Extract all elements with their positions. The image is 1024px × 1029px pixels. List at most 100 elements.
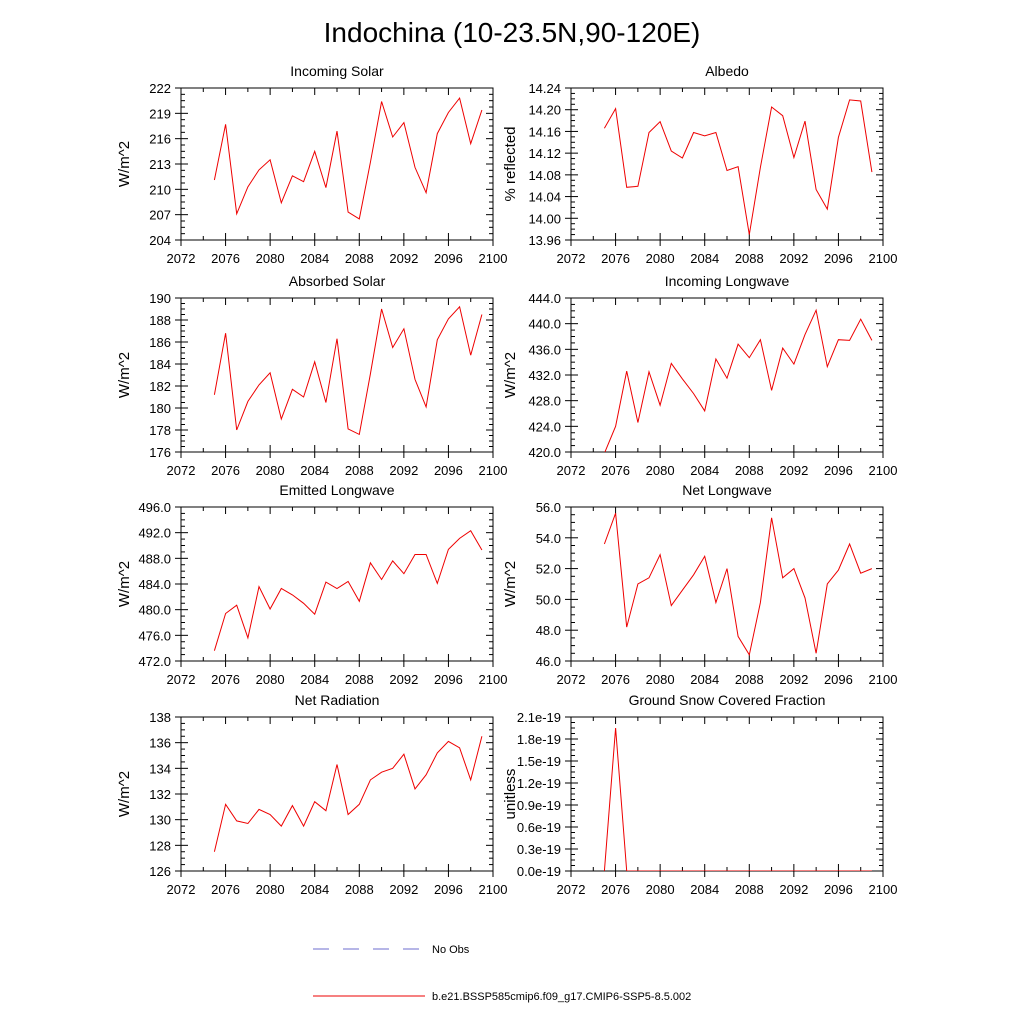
y-tick-label: 222 bbox=[149, 81, 171, 96]
x-tick-label: 2088 bbox=[735, 882, 764, 897]
x-tick-label: 2092 bbox=[389, 251, 418, 266]
y-tick-label: 0.0e-19 bbox=[517, 864, 561, 879]
y-tick-label: 52.0 bbox=[536, 562, 561, 577]
x-tick-label: 2088 bbox=[735, 672, 764, 687]
x-tick-label: 2080 bbox=[256, 251, 285, 266]
x-tick-label: 2100 bbox=[869, 251, 898, 266]
plot-frame bbox=[570, 297, 884, 453]
panel-title: Emitted Longwave bbox=[279, 482, 394, 498]
y-tick-label: 54.0 bbox=[536, 531, 561, 546]
x-tick-label: 2080 bbox=[256, 882, 285, 897]
x-tick-label: 2072 bbox=[167, 672, 196, 687]
y-axis-label: W/m^2 bbox=[502, 352, 519, 398]
legend-label-no-obs: No Obs bbox=[432, 944, 470, 956]
y-tick-label: 14.24 bbox=[528, 81, 561, 96]
x-tick-label: 2096 bbox=[434, 882, 463, 897]
x-tick-label: 2092 bbox=[779, 882, 808, 897]
y-tick-label: 182 bbox=[149, 379, 171, 394]
x-tick-label: 2088 bbox=[345, 672, 374, 687]
panel-title: Ground Snow Covered Fraction bbox=[629, 692, 826, 708]
x-tick-label: 2084 bbox=[690, 251, 719, 266]
x-tick-label: 2076 bbox=[211, 251, 240, 266]
x-tick-label: 2096 bbox=[824, 251, 853, 266]
x-tick-label: 2076 bbox=[211, 672, 240, 687]
x-tick-label: 2084 bbox=[300, 251, 329, 266]
y-tick-label: 14.16 bbox=[528, 124, 561, 139]
series-line bbox=[213, 736, 483, 852]
x-tick-label: 2096 bbox=[434, 251, 463, 266]
y-tick-label: 186 bbox=[149, 335, 171, 350]
x-tick-label: 2096 bbox=[824, 882, 853, 897]
panel-absorbed-solar: Absorbed Solar 2072 2076 2080 2084 2088 2092 20… bbox=[116, 273, 507, 478]
x-tick-label: 2100 bbox=[869, 672, 898, 687]
x-tick-label: 2096 bbox=[824, 463, 853, 478]
x-tick-label: 2076 bbox=[601, 882, 630, 897]
x-tick-label: 2072 bbox=[167, 463, 196, 478]
x-tick-label: 2080 bbox=[646, 882, 675, 897]
y-tick-label: 207 bbox=[149, 208, 171, 223]
x-tick-label: 2076 bbox=[211, 882, 240, 897]
x-tick-label: 2092 bbox=[389, 672, 418, 687]
x-tick-label: 2100 bbox=[479, 882, 508, 897]
y-tick-label: 184 bbox=[149, 357, 171, 372]
x-tick-label: 2096 bbox=[434, 463, 463, 478]
y-tick-label: 178 bbox=[149, 423, 171, 438]
plot-frame bbox=[180, 506, 494, 662]
y-tick-label: 0.9e-19 bbox=[517, 798, 561, 813]
x-tick-label: 2076 bbox=[601, 672, 630, 687]
y-axis-label: % reflected bbox=[502, 126, 519, 201]
series-line bbox=[213, 529, 483, 651]
x-tick-label: 2072 bbox=[557, 251, 586, 266]
series-line bbox=[603, 99, 873, 235]
series-line bbox=[213, 96, 483, 220]
y-tick-label: 444.0 bbox=[528, 291, 561, 306]
figure-title: Indochina (10-23.5N,90-120E) bbox=[324, 17, 701, 48]
y-tick-label: 0.3e-19 bbox=[517, 842, 561, 857]
panel-title: Net Radiation bbox=[295, 692, 380, 708]
x-tick-label: 2072 bbox=[557, 672, 586, 687]
x-tick-label: 2088 bbox=[345, 463, 374, 478]
y-tick-label: 128 bbox=[149, 838, 171, 853]
y-tick-label: 134 bbox=[149, 761, 171, 776]
plot-frame bbox=[180, 716, 494, 872]
legend-label-model: b.e21.BSSP585cmip6.f09_g17.CMIP6-SSP5-8.… bbox=[432, 991, 691, 1003]
y-tick-label: 136 bbox=[149, 736, 171, 751]
x-tick-label: 2084 bbox=[300, 463, 329, 478]
y-tick-label: 496.0 bbox=[138, 500, 171, 515]
y-axis-label: W/m^2 bbox=[116, 771, 133, 817]
y-tick-label: 126 bbox=[149, 864, 171, 879]
y-tick-label: 1.8e-19 bbox=[517, 732, 561, 747]
y-axis-label: unitless bbox=[502, 769, 519, 820]
x-tick-label: 2072 bbox=[557, 463, 586, 478]
y-tick-label: 219 bbox=[149, 106, 171, 121]
x-tick-label: 2080 bbox=[646, 463, 675, 478]
y-tick-label: 188 bbox=[149, 313, 171, 328]
y-tick-label: 424.0 bbox=[528, 419, 561, 434]
panel-title: Net Longwave bbox=[682, 482, 772, 498]
y-tick-label: 472.0 bbox=[138, 654, 171, 669]
y-tick-label: 138 bbox=[149, 710, 171, 725]
x-tick-label: 2088 bbox=[735, 251, 764, 266]
x-tick-label: 2072 bbox=[557, 882, 586, 897]
y-axis-label: W/m^2 bbox=[116, 141, 133, 187]
x-tick-label: 2092 bbox=[779, 251, 808, 266]
x-tick-label: 2076 bbox=[601, 251, 630, 266]
y-tick-label: 428.0 bbox=[528, 394, 561, 409]
x-tick-label: 2092 bbox=[389, 882, 418, 897]
y-tick-label: 46.0 bbox=[536, 654, 561, 669]
y-tick-label: 130 bbox=[149, 813, 171, 828]
y-tick-label: 484.0 bbox=[138, 577, 171, 592]
y-tick-label: 56.0 bbox=[536, 500, 561, 515]
x-tick-label: 2096 bbox=[434, 672, 463, 687]
panels: Incoming Solar 2072 2076 2080 2084 2088 2092 20… bbox=[116, 63, 897, 897]
x-tick-label: 2096 bbox=[824, 672, 853, 687]
y-tick-label: 190 bbox=[149, 291, 171, 306]
series-line bbox=[213, 305, 483, 436]
plot-frame bbox=[570, 506, 884, 662]
x-tick-label: 2080 bbox=[646, 251, 675, 266]
panel-title: Incoming Solar bbox=[290, 63, 384, 79]
x-tick-label: 2084 bbox=[690, 672, 719, 687]
x-tick-label: 2100 bbox=[479, 251, 508, 266]
y-axis-label: W/m^2 bbox=[502, 561, 519, 607]
